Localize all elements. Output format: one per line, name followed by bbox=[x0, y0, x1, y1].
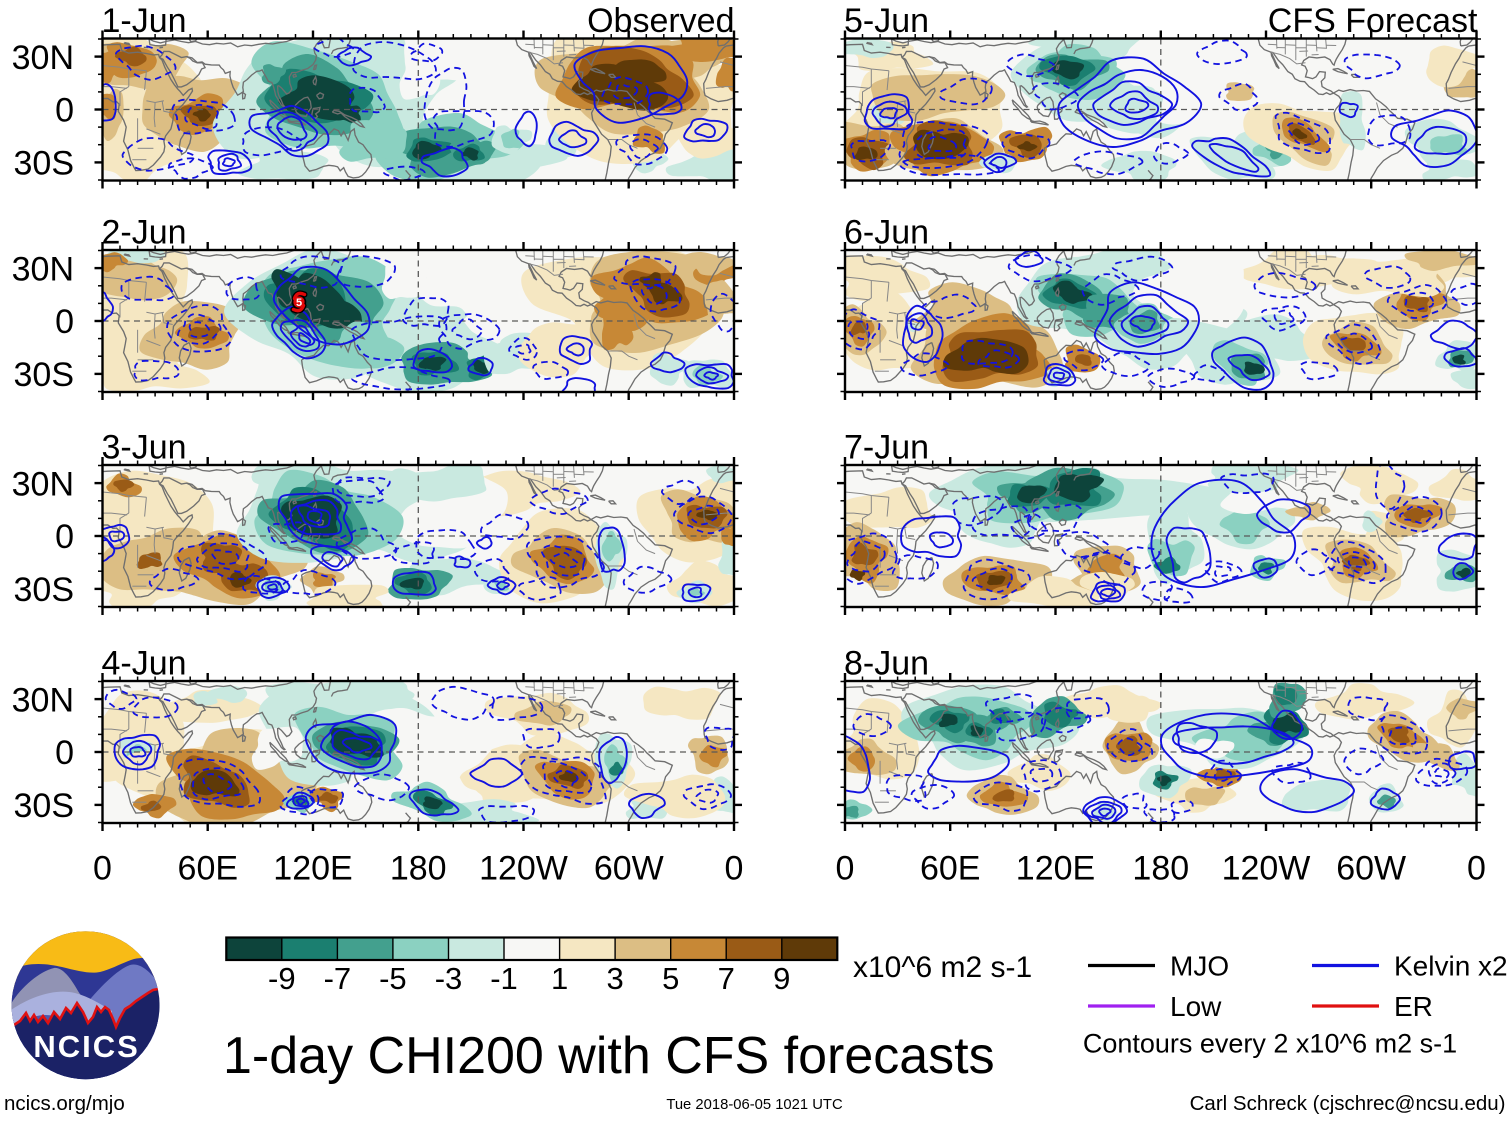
svg-text:0: 0 bbox=[55, 734, 74, 772]
svg-text:30N: 30N bbox=[12, 681, 74, 719]
svg-text:-7: -7 bbox=[324, 961, 352, 996]
svg-text:180: 180 bbox=[1132, 850, 1189, 888]
svg-text:-1: -1 bbox=[490, 961, 518, 996]
svg-text:x10^6 m2 s-1: x10^6 m2 s-1 bbox=[853, 951, 1032, 984]
svg-text:0: 0 bbox=[93, 850, 112, 888]
svg-text:Tue 2018-06-05 1021 UTC: Tue 2018-06-05 1021 UTC bbox=[666, 1097, 843, 1113]
svg-text:MJO: MJO bbox=[1170, 951, 1229, 982]
svg-text:ER: ER bbox=[1394, 991, 1433, 1022]
svg-text:1-Jun: 1-Jun bbox=[102, 2, 187, 40]
svg-text:60E: 60E bbox=[920, 850, 981, 888]
svg-text:Carl Schreck (cjschrec@ncsu.ed: Carl Schreck (cjschrec@ncsu.edu) bbox=[1190, 1092, 1506, 1115]
svg-text:30N: 30N bbox=[12, 39, 74, 77]
svg-text:5-Jun: 5-Jun bbox=[844, 2, 929, 40]
svg-text:0: 0 bbox=[55, 518, 74, 556]
svg-text:0: 0 bbox=[55, 92, 74, 130]
svg-text:6-Jun: 6-Jun bbox=[844, 214, 929, 252]
svg-text:0: 0 bbox=[1467, 850, 1486, 888]
svg-text:7-Jun: 7-Jun bbox=[844, 429, 929, 467]
svg-text:0: 0 bbox=[55, 303, 74, 341]
svg-text:9: 9 bbox=[773, 961, 790, 996]
svg-text:Observed: Observed bbox=[587, 2, 734, 40]
svg-text:120W: 120W bbox=[479, 850, 568, 888]
svg-text:Contours every 2 x10^6 m2 s-1: Contours every 2 x10^6 m2 s-1 bbox=[1083, 1029, 1457, 1059]
svg-text:7: 7 bbox=[718, 961, 735, 996]
svg-text:8-Jun: 8-Jun bbox=[844, 645, 929, 683]
svg-text:4-Jun: 4-Jun bbox=[102, 645, 187, 683]
svg-text:60W: 60W bbox=[1336, 850, 1406, 888]
svg-text:NCICS: NCICS bbox=[33, 1029, 139, 1064]
svg-text:-5: -5 bbox=[379, 961, 407, 996]
svg-text:Low: Low bbox=[1170, 991, 1222, 1022]
svg-text:30S: 30S bbox=[14, 571, 75, 609]
svg-text:30N: 30N bbox=[12, 465, 74, 503]
svg-text:30S: 30S bbox=[14, 145, 75, 183]
svg-text:1-day CHI200 with CFS forecast: 1-day CHI200 with CFS forecasts bbox=[223, 1027, 995, 1085]
svg-text:-3: -3 bbox=[435, 961, 463, 996]
svg-text:CFS Forecast: CFS Forecast bbox=[1268, 2, 1478, 40]
svg-text:5: 5 bbox=[662, 961, 679, 996]
svg-text:60E: 60E bbox=[178, 850, 239, 888]
svg-text:120E: 120E bbox=[1016, 850, 1095, 888]
svg-text:180: 180 bbox=[390, 850, 447, 888]
svg-text:30S: 30S bbox=[14, 356, 75, 394]
svg-text:ncics.org/mjo: ncics.org/mjo bbox=[4, 1092, 125, 1115]
svg-text:60W: 60W bbox=[594, 850, 664, 888]
svg-text:30N: 30N bbox=[12, 250, 74, 288]
svg-text:120E: 120E bbox=[273, 850, 352, 888]
svg-text:3: 3 bbox=[606, 961, 623, 996]
svg-text:5: 5 bbox=[296, 297, 302, 309]
svg-text:120W: 120W bbox=[1222, 850, 1311, 888]
svg-text:2-Jun: 2-Jun bbox=[102, 214, 187, 252]
svg-text:0: 0 bbox=[725, 850, 744, 888]
svg-text:3-Jun: 3-Jun bbox=[102, 429, 187, 467]
svg-text:Kelvin x2: Kelvin x2 bbox=[1394, 951, 1508, 982]
svg-text:1: 1 bbox=[551, 961, 568, 996]
svg-text:30S: 30S bbox=[14, 787, 75, 825]
svg-text:-9: -9 bbox=[268, 961, 296, 996]
svg-text:0: 0 bbox=[836, 850, 855, 888]
